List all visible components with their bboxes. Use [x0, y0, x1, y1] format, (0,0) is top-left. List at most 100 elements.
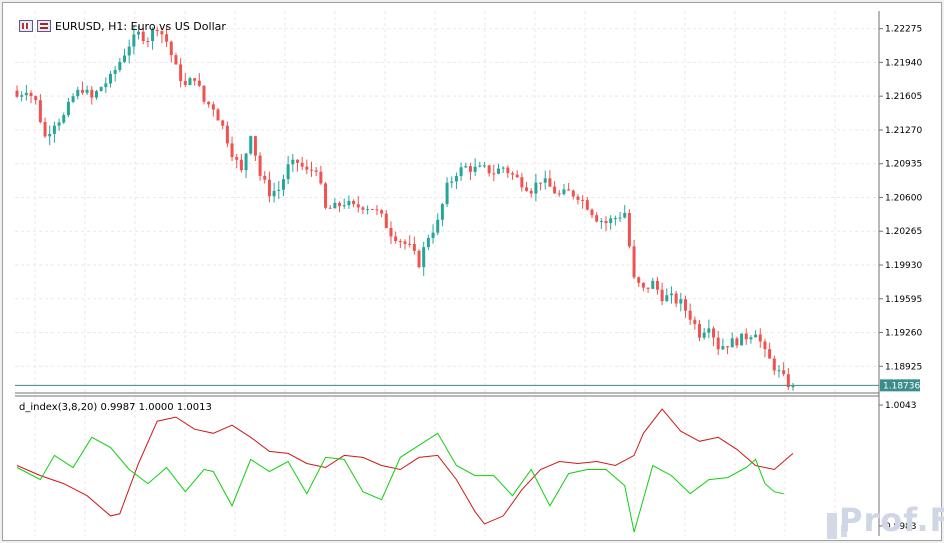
candle [146, 37, 150, 48]
candle-body [230, 143, 234, 158]
candle [674, 290, 678, 308]
candle [651, 277, 655, 290]
candle-body [174, 55, 178, 65]
candle [169, 40, 173, 63]
chart-canvas[interactable]: 1.22275 1.21940 1.21605 1.21270 1.20935 1.206… [3, 3, 941, 540]
candle [295, 159, 299, 172]
candle-body [716, 337, 720, 350]
candle [281, 174, 285, 197]
candlestick-series [15, 25, 795, 391]
candle [80, 81, 84, 96]
candle [412, 236, 416, 255]
candle [595, 212, 599, 223]
candle [267, 171, 271, 203]
candle [66, 97, 70, 118]
symbol-label: EURUSD, H1: Euro vs US Dollar [55, 19, 226, 33]
candle [482, 162, 486, 168]
candle-body [52, 125, 56, 134]
candle [221, 119, 225, 130]
candle [384, 210, 388, 229]
candle [356, 196, 360, 213]
candle-body [595, 215, 599, 222]
candle [440, 202, 444, 227]
candle-body [235, 157, 239, 160]
chart-type-icon[interactable] [19, 20, 33, 32]
candle [48, 125, 52, 146]
candle-body [328, 207, 332, 209]
candle [623, 205, 627, 219]
flag-icon[interactable] [37, 20, 51, 32]
candle [730, 332, 734, 348]
candle-body [707, 328, 711, 333]
candle-body [459, 167, 463, 177]
candle-body [366, 209, 370, 211]
candle-body [123, 55, 127, 62]
candle [137, 25, 141, 40]
candle [352, 199, 356, 208]
candle [599, 218, 603, 229]
candle-body [749, 337, 753, 340]
candle [155, 26, 159, 37]
candle [29, 90, 33, 104]
candle-body [520, 177, 524, 188]
candle-body [80, 89, 84, 93]
candle-body [295, 159, 299, 163]
candle [712, 326, 716, 347]
candle [786, 368, 790, 390]
candle [20, 91, 24, 102]
candle [501, 166, 505, 173]
candle-body [581, 199, 585, 201]
candle-body [730, 338, 734, 348]
candle-body [740, 333, 744, 346]
candle [34, 95, 38, 105]
candle [660, 282, 664, 306]
candle-body [286, 164, 290, 180]
candle-body [450, 181, 454, 183]
candle-body [417, 250, 421, 268]
candle [398, 238, 402, 249]
candle-body [655, 280, 659, 290]
candle [613, 215, 617, 226]
candle-body [426, 238, 430, 248]
candle [487, 164, 491, 177]
candle [235, 153, 239, 169]
price-axis: 1.22275 1.21940 1.21605 1.21270 1.20935 1.206… [879, 25, 922, 372]
candle-body [207, 101, 211, 105]
candle [548, 170, 552, 187]
candle-body [683, 299, 687, 311]
candle-body [305, 166, 309, 170]
candle-body [253, 136, 257, 156]
candle [375, 205, 379, 216]
candle [590, 208, 594, 219]
candle [333, 198, 337, 209]
candle-body [618, 217, 622, 219]
candle [118, 57, 122, 73]
candle-body [744, 333, 748, 340]
candle-body [786, 374, 790, 388]
candle [632, 240, 636, 280]
candle-body [216, 109, 220, 121]
candle-body [146, 40, 150, 42]
candle-body [585, 200, 589, 210]
candle-body [515, 174, 519, 178]
candle [693, 316, 697, 330]
candle [230, 136, 234, 162]
candle-body [496, 168, 500, 174]
candle [707, 319, 711, 339]
candle-body [768, 349, 772, 359]
candle [609, 215, 613, 230]
watermark-logo: Prof.FX [825, 499, 944, 541]
candle-body [543, 178, 547, 183]
candle [314, 166, 318, 176]
candle [464, 162, 468, 169]
candle [553, 181, 557, 194]
indicator-green-line [16, 432, 784, 533]
candle [445, 177, 449, 208]
candle [450, 176, 454, 188]
candle [249, 135, 253, 156]
candle-body [637, 277, 641, 283]
candle [361, 205, 365, 215]
candle [319, 165, 323, 185]
candle [38, 94, 42, 124]
candle [342, 198, 346, 209]
